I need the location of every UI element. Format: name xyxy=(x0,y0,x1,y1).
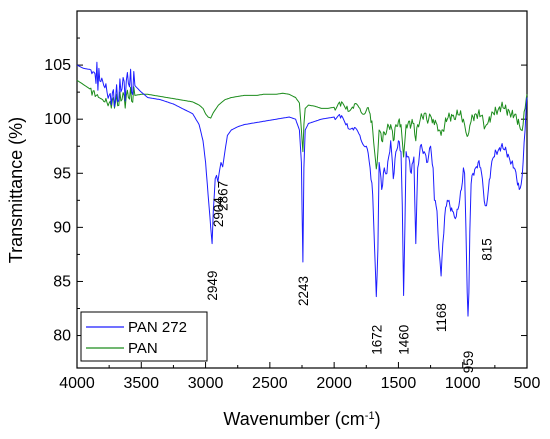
peak-label: 815 xyxy=(480,238,495,261)
legend-box xyxy=(80,311,208,362)
legend-label-pan: PAN xyxy=(128,340,158,357)
x-tick-label: 500 xyxy=(514,375,541,392)
y-tick-label: 90 xyxy=(53,219,71,236)
peak-label: 1672 xyxy=(369,325,384,355)
y-tick-label: 105 xyxy=(44,57,71,74)
x-tick-label: 4000 xyxy=(59,375,95,392)
peak-label: 2949 xyxy=(205,271,220,301)
peak-label: 959 xyxy=(461,351,476,374)
y-tick-label: 95 xyxy=(53,165,71,182)
x-tick-label: 2000 xyxy=(316,375,352,392)
peak-label: 2243 xyxy=(296,276,311,306)
peak-label: 1460 xyxy=(397,325,412,355)
peak-label: 1168 xyxy=(434,303,449,332)
x-axis-title-sup: -1 xyxy=(365,410,375,422)
y-tick-label: 85 xyxy=(53,273,71,290)
legend-label-pan-272: PAN 272 xyxy=(128,319,187,336)
x-tick-label: 3000 xyxy=(188,375,224,392)
x-tick-label: 3500 xyxy=(123,375,159,392)
y-axis: 80 85 90 95 100 105 xyxy=(44,37,527,345)
x-tick-label: 2500 xyxy=(252,375,288,392)
series-layer xyxy=(76,61,528,317)
x-tick-label: 1000 xyxy=(445,375,481,392)
peak-label: 2867 xyxy=(216,181,231,211)
x-tick-label: 1500 xyxy=(381,375,417,392)
y-tick-label: 80 xyxy=(53,328,71,345)
x-axis: 4000 3500 3000 2500 2000 1500 1000 500 xyxy=(59,362,540,392)
series-line-pan-272 xyxy=(76,61,528,317)
series-line-pan xyxy=(76,79,528,170)
x-axis-title: Wavenumber (cm-1) xyxy=(223,409,380,429)
peak-label: 2904 xyxy=(211,197,226,228)
y-axis-title: Transmittance (%) xyxy=(6,117,26,263)
legend: PAN 272 PAN xyxy=(80,311,208,362)
y-tick-label: 100 xyxy=(44,111,71,128)
x-axis-title-tail: ) xyxy=(375,409,381,429)
x-axis-title-main: Wavenumber (cm xyxy=(223,409,364,429)
